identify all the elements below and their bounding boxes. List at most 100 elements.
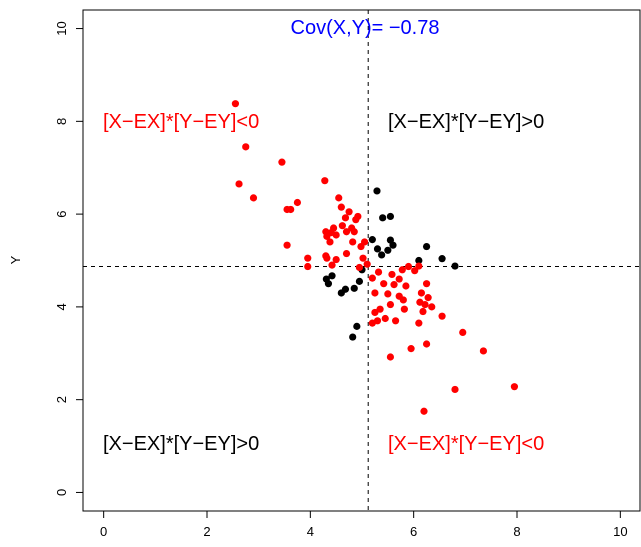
data-point-product-negative (342, 249, 351, 258)
data-point-product-negative (422, 340, 431, 348)
data-point-product-positive (368, 236, 376, 244)
x-tick-label: 10 (613, 524, 627, 539)
data-point-product-positive (415, 256, 423, 265)
quadrant-label-top-right: [X−EX]*[Y−EY]>0 (388, 111, 544, 133)
y-axis: 0 2 4 6 8 10 (54, 21, 84, 496)
data-point-product-positive (341, 285, 350, 293)
data-point-product-positive (373, 187, 381, 195)
data-point-product-negative (438, 312, 446, 320)
data-point-product-negative (350, 228, 358, 236)
data-point-product-negative (363, 260, 371, 268)
data-point-product-negative (293, 198, 302, 207)
data-point-product-negative (249, 194, 258, 202)
x-tick-label: 4 (307, 524, 314, 539)
data-point-product-negative (337, 203, 345, 211)
quadrant-label-bottom-left: [X−EX]*[Y−EY]>0 (103, 433, 259, 455)
data-point-product-negative (359, 254, 367, 262)
data-point-product-negative (428, 303, 436, 311)
data-point-product-negative (373, 317, 382, 325)
quadrant-label-top-left: [X−EX]*[Y−EY]<0 (103, 111, 259, 133)
data-point-product-positive (355, 277, 364, 285)
data-point-product-negative (349, 238, 357, 246)
data-point-product-negative (404, 262, 413, 271)
data-point-product-negative (368, 274, 376, 282)
data-point-product-negative (422, 280, 431, 288)
data-point-product-negative (332, 231, 340, 239)
data-point-product-negative (376, 305, 384, 313)
x-tick-label: 2 (203, 524, 210, 539)
data-point-product-negative (510, 383, 519, 391)
data-point-product-negative (304, 254, 312, 262)
data-point-product-negative (411, 267, 419, 275)
data-point-product-negative (402, 282, 410, 290)
data-point-product-positive (379, 214, 387, 222)
mean-reference-lines (83, 10, 641, 511)
data-point-product-positive (373, 245, 382, 253)
data-point-product-negative (342, 228, 351, 236)
data-point-product-negative (459, 328, 467, 337)
data-point-product-negative (424, 294, 432, 302)
data-point-product-negative (328, 261, 336, 269)
y-tick-label: 8 (54, 118, 69, 125)
data-point-product-negative (419, 307, 427, 316)
data-point-product-negative (278, 158, 286, 166)
data-point-product-positive (350, 284, 358, 292)
data-point-product-negative (304, 262, 312, 271)
data-point-product-negative (391, 317, 400, 325)
data-point-product-negative (360, 238, 369, 246)
x-axis: 0 2 4 6 8 10 (100, 510, 628, 539)
data-point-product-negative (395, 292, 403, 300)
data-point-product-negative (371, 308, 379, 317)
data-point-product-negative (371, 289, 379, 297)
data-point-product-negative (235, 180, 243, 188)
data-point-product-negative (390, 281, 398, 289)
data-point-product-positive (324, 280, 333, 288)
data-point-product-negative (283, 241, 291, 249)
data-point-product-negative (332, 255, 340, 264)
data-point-product-negative (479, 347, 488, 355)
data-point-product-negative (421, 300, 429, 309)
quadrant-label-bottom-right: [X−EX]*[Y−EY]<0 (388, 433, 544, 455)
data-point-product-positive (384, 246, 392, 254)
data-point-product-negative (345, 208, 353, 216)
data-point-product-negative (417, 289, 426, 297)
data-point-product-negative (395, 275, 403, 283)
y-tick-label: 6 (54, 210, 69, 217)
data-points (231, 100, 519, 415)
data-point-product-negative (329, 224, 338, 232)
data-point-product-negative (374, 268, 383, 276)
data-point-product-negative (386, 353, 395, 361)
y-tick-label: 4 (54, 303, 69, 310)
data-point-product-negative (415, 319, 423, 327)
x-tick-label: 0 (100, 524, 107, 539)
y-tick-label: 10 (54, 21, 69, 35)
data-point-product-positive (349, 333, 357, 341)
covariance-label: Cov(X,Y)= −0.78 (291, 17, 440, 39)
data-point-product-positive (328, 272, 336, 280)
data-point-product-negative (242, 143, 250, 151)
data-point-product-negative (415, 262, 423, 270)
data-point-product-positive (378, 251, 386, 259)
data-point-product-negative (323, 254, 331, 262)
data-point-product-negative (388, 270, 396, 279)
data-point-product-positive (438, 255, 446, 263)
data-point-product-negative (354, 212, 362, 221)
data-point-product-negative (420, 407, 428, 415)
data-point-product-positive (451, 262, 459, 270)
data-point-product-positive (353, 322, 361, 330)
data-point-product-negative (407, 345, 415, 353)
data-point-product-negative (326, 238, 334, 246)
data-point-product-negative (341, 214, 350, 222)
data-point-product-negative (321, 177, 329, 185)
data-point-product-positive (389, 241, 397, 249)
data-point-product-negative (355, 263, 364, 272)
y-axis-title: Y (8, 255, 23, 264)
data-point-product-negative (384, 290, 392, 298)
data-point-product-positive (386, 212, 395, 221)
data-point-product-negative (231, 100, 240, 108)
y-tick-label: 2 (54, 396, 69, 403)
x-tick-label: 6 (410, 524, 417, 539)
data-point-product-negative (386, 300, 395, 309)
